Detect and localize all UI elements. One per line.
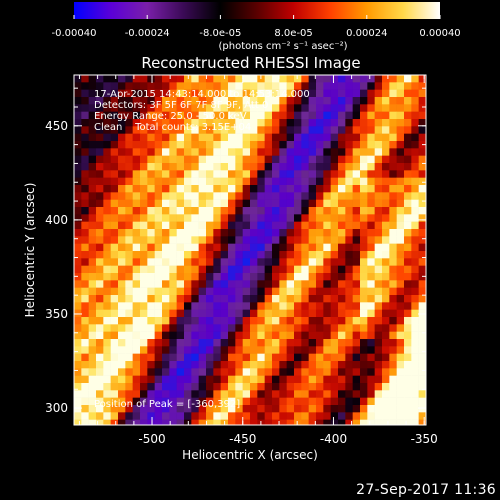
axis-ticks: -500 -450 -400 -350 300 350 400 450 bbox=[45, 75, 438, 446]
heatmap-image bbox=[74, 75, 426, 425]
annotation-detectors: Detectors: 3F 5F 6F 7F 8F 9F, Att 0 bbox=[94, 100, 268, 111]
colorbar-ticks: -0.00040 -0.00024 -8.0e-05 8.0e-05 0.00024 0.… bbox=[52, 15, 461, 39]
x-tick-label: -450 bbox=[229, 432, 256, 446]
colorbar-tick-label: 0.00024 bbox=[346, 28, 387, 39]
annotation-energy-range: Energy Range: 25.0 - 50.0 keV bbox=[94, 111, 247, 122]
y-tick-label: 300 bbox=[45, 401, 68, 415]
colorbar-tick-label: 0.00040 bbox=[419, 28, 460, 39]
annotation-peak-position: Position of Peak = [-360,392] bbox=[94, 399, 240, 410]
y-tick-label: 350 bbox=[45, 307, 68, 321]
x-tick-label: -500 bbox=[138, 432, 165, 446]
annotation-time-range: 17-Apr-2015 14:43:14.000 to 14:53:14.000 bbox=[94, 89, 310, 100]
plot-frame bbox=[73, 74, 427, 426]
y-tick-label: 400 bbox=[45, 213, 68, 227]
colorbar-tick-label: -8.0e-05 bbox=[199, 28, 241, 39]
colorbar-tick-label: -0.00040 bbox=[52, 28, 97, 39]
annotations: 17-Apr-2015 14:43:14.000 to 14:53:14.000… bbox=[94, 89, 310, 410]
colorbar-tick-label: 8.0e-05 bbox=[274, 28, 312, 39]
timestamp: 27-Sep-2017 11:36 bbox=[356, 482, 496, 498]
x-tick-label: -350 bbox=[411, 432, 438, 446]
annotation-clean-counts: Clean Total counts: 3.15E+04 bbox=[94, 122, 251, 133]
colorbar-units-label: (photons cm⁻² s⁻¹ asec⁻²) bbox=[218, 41, 347, 52]
chart-title: Reconstructed RHESSI Image bbox=[141, 54, 360, 72]
colorbar-tick-label: -0.00024 bbox=[125, 28, 170, 39]
colorbar bbox=[74, 2, 440, 19]
y-tick-label: 450 bbox=[45, 119, 68, 133]
x-tick-label: -400 bbox=[320, 432, 347, 446]
y-axis-label: Heliocentric Y (arcsec) bbox=[23, 183, 37, 318]
x-axis-label: Heliocentric X (arcsec) bbox=[182, 448, 318, 462]
